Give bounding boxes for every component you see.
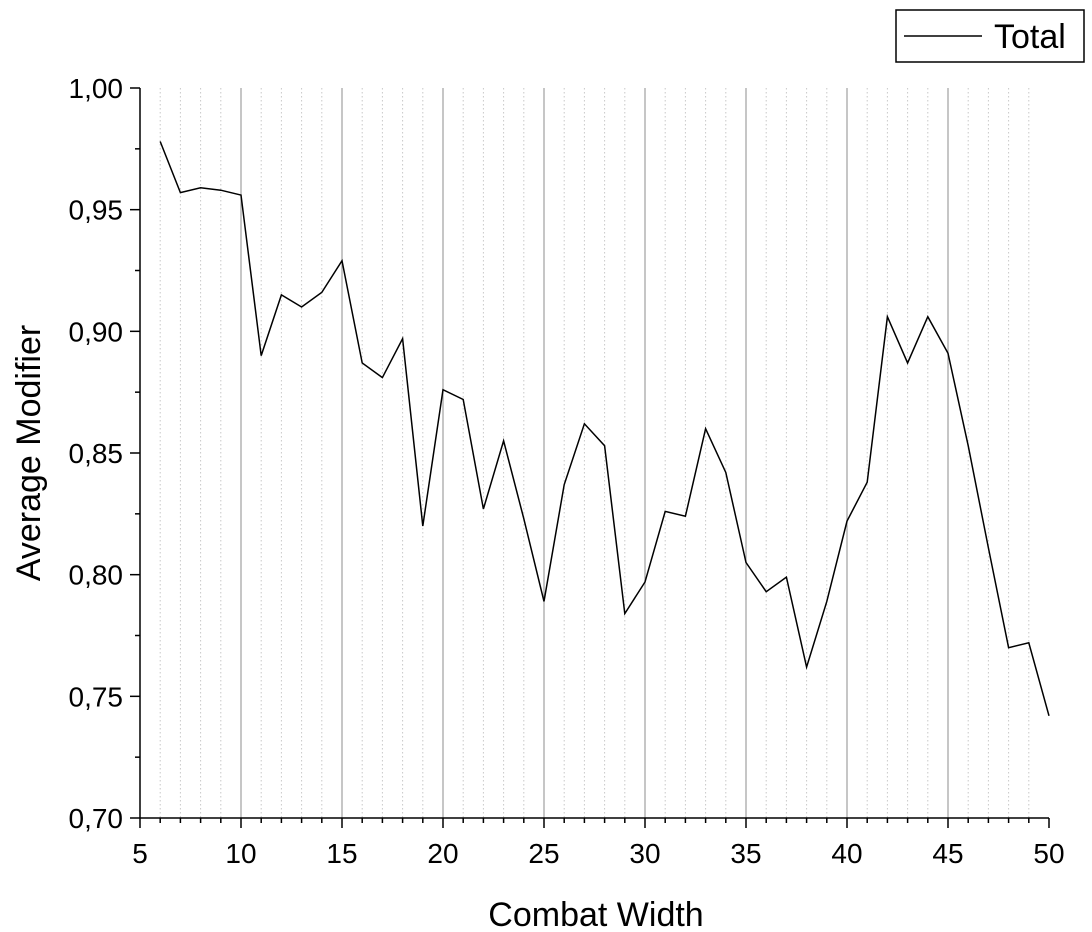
x-tick-label: 15 <box>326 838 357 869</box>
x-tick-label: 45 <box>932 838 963 869</box>
legend: Total <box>895 9 1085 63</box>
y-tick-label: 0,90 <box>69 316 124 347</box>
x-tick-label: 5 <box>132 838 148 869</box>
y-tick-label: 0,75 <box>69 681 124 712</box>
x-tick-label: 50 <box>1033 838 1064 869</box>
y-axis-ticks: 0,70 0,75 0,80 0,85 0,90 0,95 1,00 <box>69 73 140 834</box>
axes <box>139 88 1049 819</box>
x-tick-label: 10 <box>225 838 256 869</box>
y-tick-label: 0,70 <box>69 803 124 834</box>
minor-grid <box>159 88 1030 818</box>
x-tick-label: 35 <box>730 838 761 869</box>
y-tick-label: 1,00 <box>69 73 124 104</box>
series-layer <box>159 141 1050 717</box>
x-axis-ticks: 5 10 15 20 25 30 35 40 45 50 <box>132 818 1065 869</box>
x-tick-label: 30 <box>629 838 660 869</box>
x-tick-label: 40 <box>831 838 862 869</box>
major-grid <box>240 88 949 818</box>
x-axis-title: Combat Width <box>488 896 703 932</box>
y-tick-label: 0,80 <box>69 560 124 591</box>
y-tick-label: 0,95 <box>69 195 124 226</box>
y-axis-title: Average Modifier <box>10 325 48 581</box>
y-tick-label: 0,85 <box>69 438 124 469</box>
x-tick-label: 25 <box>528 838 559 869</box>
x-tick-label: 20 <box>427 838 458 869</box>
legend-label: Total <box>994 18 1066 56</box>
series-line-total <box>159 141 1050 717</box>
